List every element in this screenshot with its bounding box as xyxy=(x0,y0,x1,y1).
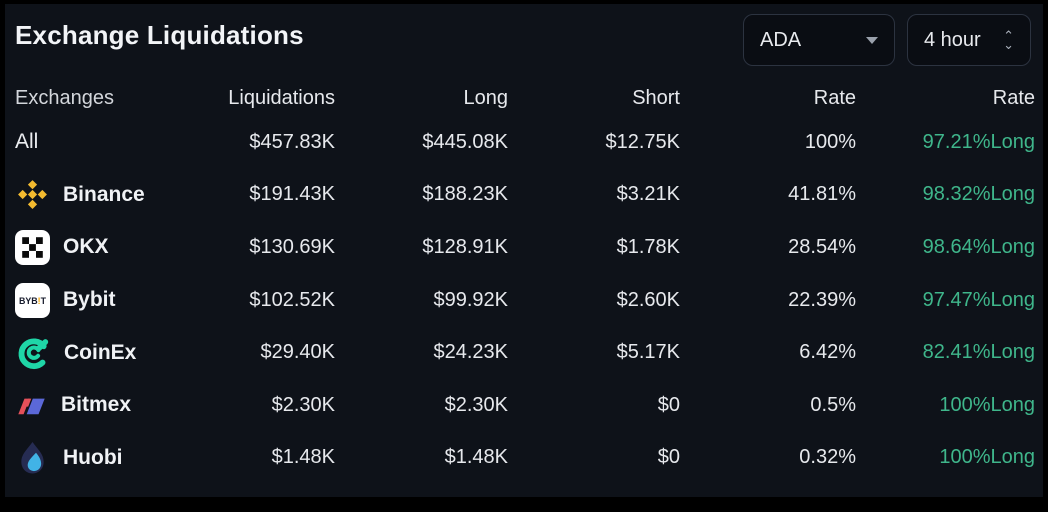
header-liquidations: Liquidations xyxy=(228,86,335,109)
rate-value: 41.81% xyxy=(788,183,856,206)
rate-value: 100% xyxy=(804,130,856,153)
exchange-name: Bybit xyxy=(63,288,116,312)
short-value: $1.78K xyxy=(616,235,680,258)
liquidations-value: $1.48K xyxy=(271,446,335,469)
exchange-cell: BYB!T Bybit xyxy=(11,282,183,318)
short-value: $3.21K xyxy=(616,183,680,206)
long-value: $188.23K xyxy=(422,183,508,206)
coin-select-value: ADA xyxy=(760,28,802,51)
long-value: $1.48K xyxy=(444,446,508,469)
long-rate-value: 98.32%Long xyxy=(922,183,1035,206)
interval-select-value: 4 hour xyxy=(924,28,981,51)
exchange-name: Binance xyxy=(63,182,145,206)
short-value: $2.60K xyxy=(616,288,680,311)
interval-select[interactable]: 4 hour ⌃ ⌄ xyxy=(907,14,1031,66)
coin-select[interactable]: ADA xyxy=(743,14,895,66)
short-value: $5.17K xyxy=(616,341,680,364)
exchange-name: Huobi xyxy=(63,445,123,469)
exchange-cell: Binance xyxy=(11,177,183,212)
table-body: All $457.83K $445.08K $12.75K 100% 97.21… xyxy=(11,116,1035,484)
header-exchanges: Exchanges xyxy=(15,86,114,109)
header-rate: Rate xyxy=(813,86,856,109)
long-rate-value: 100%Long xyxy=(939,446,1035,469)
header-short: Short xyxy=(632,86,680,109)
exchange-cell: CoinEx xyxy=(11,335,183,371)
long-rate-value: 82.41%Long xyxy=(922,341,1035,364)
long-value: $445.08K xyxy=(422,130,508,153)
page-title: Exchange Liquidations xyxy=(15,20,304,50)
table-row[interactable]: BYB!T Bybit $102.52K $99.92K $2.60K 22.3… xyxy=(11,274,1035,327)
exchange-cell: All xyxy=(11,130,183,154)
coinex-icon xyxy=(15,335,51,371)
table-row[interactable]: Huobi $1.48K $1.48K $0 0.32% 100%Long xyxy=(11,432,1035,485)
bybit-icon: BYB!T xyxy=(15,282,50,318)
long-rate-value: 100%Long xyxy=(939,393,1035,416)
huobi-icon xyxy=(15,440,50,475)
long-rate-value: 97.21%Long xyxy=(922,130,1035,153)
rate-value: 28.54% xyxy=(788,235,856,258)
liquidations-table: Exchanges Liquidations Long Short Rate R… xyxy=(11,80,1035,484)
exchange-name: CoinEx xyxy=(64,340,137,364)
long-value: $24.23K xyxy=(433,341,508,364)
exchange-liquidations-panel: Exchange Liquidations ADA 4 hour ⌃ ⌄ Exch… xyxy=(5,4,1043,497)
exchange-name: All xyxy=(15,130,39,154)
header-long-rate: Rate xyxy=(992,86,1035,109)
exchange-name: OKX xyxy=(63,235,109,259)
liquidations-value: $102.52K xyxy=(249,288,335,311)
table-row[interactable]: Binance $191.43K $188.23K $3.21K 41.81% … xyxy=(11,169,1035,222)
rate-value: 0.32% xyxy=(799,446,856,469)
long-value: $99.92K xyxy=(433,288,508,311)
short-value: $0 xyxy=(657,446,680,469)
huobi-icon xyxy=(15,440,50,475)
table-row[interactable]: All $457.83K $445.08K $12.75K 100% 97.21… xyxy=(11,116,1035,169)
liquidations-value: $2.30K xyxy=(271,393,335,416)
okx-icon xyxy=(15,229,50,265)
liquidations-value: $457.83K xyxy=(249,130,335,153)
panel-header: Exchange Liquidations ADA 4 hour ⌃ ⌄ xyxy=(11,14,1035,66)
stepper-icon: ⌃ ⌄ xyxy=(1003,28,1014,52)
table-header-row: Exchanges Liquidations Long Short Rate R… xyxy=(11,80,1035,116)
long-rate-value: 98.64%Long xyxy=(922,235,1035,258)
exchange-cell: OKX xyxy=(11,229,183,265)
okx-icon xyxy=(15,229,50,265)
bitmex-icon xyxy=(15,389,48,422)
long-value: $128.91K xyxy=(422,235,508,258)
exchange-cell: Bitmex xyxy=(11,389,183,422)
rate-value: 0.5% xyxy=(810,393,856,416)
chevron-down-icon xyxy=(866,36,878,44)
long-rate-value: 97.47%Long xyxy=(922,288,1035,311)
table-row[interactable]: CoinEx $29.40K $24.23K $5.17K 6.42% 82.4… xyxy=(11,326,1035,379)
rate-value: 22.39% xyxy=(788,288,856,311)
table-row[interactable]: OKX $130.69K $128.91K $1.78K 28.54% 98.6… xyxy=(11,221,1035,274)
bybit-icon: BYB!T xyxy=(15,282,50,318)
exchange-name: Bitmex xyxy=(61,393,132,417)
binance-icon xyxy=(15,177,50,212)
rate-value: 6.42% xyxy=(799,341,856,364)
liquidations-value: $191.43K xyxy=(249,183,335,206)
table-row[interactable]: Bitmex $2.30K $2.30K $0 0.5% 100%Long xyxy=(11,379,1035,432)
header-long: Long xyxy=(463,86,509,109)
short-value: $0 xyxy=(657,393,680,416)
svg-text:BYB!T: BYB!T xyxy=(19,296,47,306)
exchange-cell: Huobi xyxy=(11,440,183,475)
liquidations-value: $130.69K xyxy=(249,235,335,258)
long-value: $2.30K xyxy=(444,393,508,416)
liquidations-value: $29.40K xyxy=(260,341,335,364)
panel-controls: ADA 4 hour ⌃ ⌄ xyxy=(743,14,1031,66)
binance-icon xyxy=(15,177,50,212)
bitmex-icon xyxy=(15,389,48,422)
coinex-icon xyxy=(15,335,51,371)
short-value: $12.75K xyxy=(605,130,680,153)
